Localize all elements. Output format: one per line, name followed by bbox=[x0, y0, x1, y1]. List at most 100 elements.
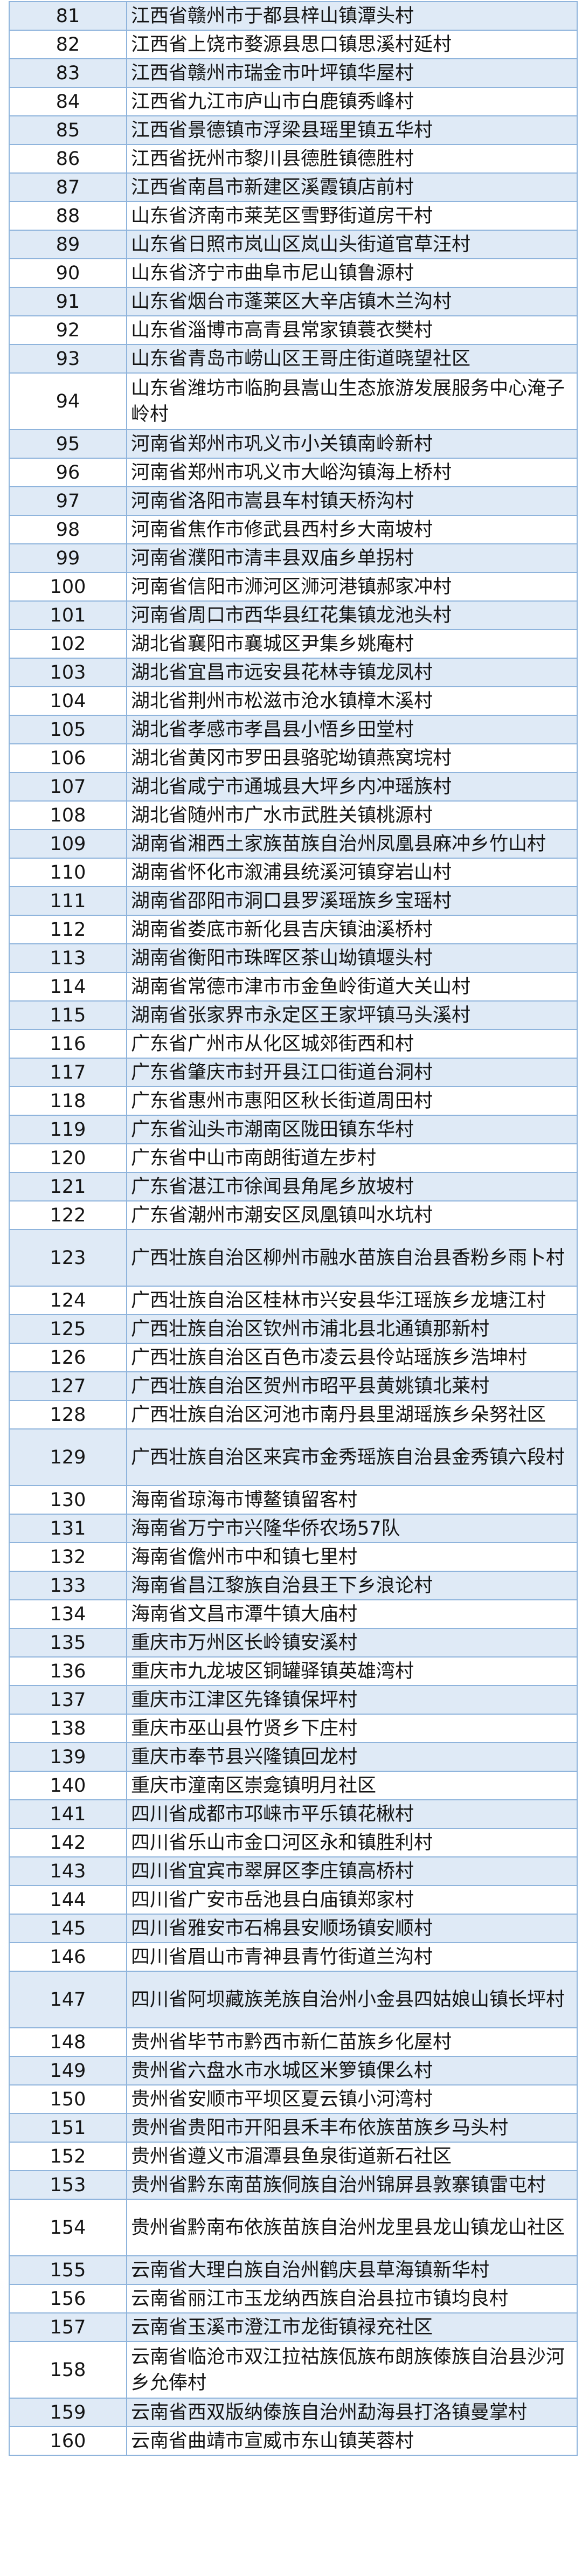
village-name: 重庆市江津区先锋镇保坪村 bbox=[126, 1685, 578, 1715]
row-number: 94 bbox=[9, 372, 127, 430]
row-number: 143 bbox=[9, 1856, 127, 1886]
village-name: 广西壮族自治区河池市南丹县里湖瑶族乡朵努社区 bbox=[126, 1400, 578, 1429]
table-row: 132 海南省儋州市中和镇七里村 bbox=[9, 1542, 578, 1572]
table-row: 106 湖北省黄冈市罗田县骆驼坳镇燕窝垸村 bbox=[9, 743, 578, 773]
row-number: 108 bbox=[9, 800, 127, 830]
row-number: 91 bbox=[9, 287, 127, 316]
village-name: 广东省汕头市潮南区陇田镇东华村 bbox=[126, 1115, 578, 1144]
row-number: 110 bbox=[9, 858, 127, 887]
village-name: 四川省乐山市金口河区永和镇胜利村 bbox=[126, 1828, 578, 1857]
village-list-body: 81 江西省赣州市于都县梓山镇潭头村 82 江西省上饶市婺源县思口镇思溪村延村 83 江西… bbox=[9, 1, 578, 2456]
table-row: 127 广西壮族自治区贺州市昭平县黄姚镇北莱村 bbox=[9, 1371, 578, 1401]
table-row: 97 河南省洛阳市嵩县车村镇天桥沟村 bbox=[9, 486, 578, 516]
village-name: 河南省焦作市修武县西村乡大南坡村 bbox=[126, 515, 578, 544]
table-row: 105 湖北省孝感市孝昌县小悟乡田堂村 bbox=[9, 715, 578, 744]
row-number: 84 bbox=[9, 87, 127, 116]
table-row: 125 广西壮族自治区钦州市浦北县北通镇那新村 bbox=[9, 1314, 578, 1344]
row-number: 160 bbox=[9, 2426, 127, 2456]
village-name: 江西省抚州市黎川县德胜镇德胜村 bbox=[126, 144, 578, 174]
table-row: 144 四川省广安市岳池县白庙镇郑家村 bbox=[9, 1885, 578, 1915]
row-number: 157 bbox=[9, 2312, 127, 2342]
row-number: 85 bbox=[9, 115, 127, 145]
row-number: 140 bbox=[9, 1771, 127, 1800]
village-name: 海南省昌江黎族自治县王下乡浪论村 bbox=[126, 1571, 578, 1600]
table-row: 96 河南省郑州市巩义市大峪沟镇海上桥村 bbox=[9, 458, 578, 487]
row-number: 124 bbox=[9, 1286, 127, 1315]
table-row: 137 重庆市江津区先锋镇保坪村 bbox=[9, 1685, 578, 1715]
village-name: 四川省雅安市石棉县安顺场镇安顺村 bbox=[126, 1914, 578, 1943]
table-row: 82 江西省上饶市婺源县思口镇思溪村延村 bbox=[9, 30, 578, 59]
village-name: 贵州省黔东南苗族侗族自治州锦屏县敦寨镇雷屯村 bbox=[126, 2170, 578, 2200]
village-name: 贵州省安顺市平坝区夏云镇小河湾村 bbox=[126, 2084, 578, 2114]
village-name: 江西省景德镇市浮梁县瑶里镇五华村 bbox=[126, 115, 578, 145]
table-row: 160 云南省曲靖市宣威市东山镇芙蓉村 bbox=[9, 2426, 578, 2456]
village-name: 云南省西双版纳傣族自治州勐海县打洛镇曼掌村 bbox=[126, 2398, 578, 2427]
village-name: 山东省济宁市曲阜市尼山镇鲁源村 bbox=[126, 258, 578, 288]
row-number: 136 bbox=[9, 1656, 127, 1686]
row-number: 95 bbox=[9, 429, 127, 459]
village-name: 湖北省咸宁市通城县大坪乡内冲瑶族村 bbox=[126, 772, 578, 802]
row-number: 121 bbox=[9, 1172, 127, 1201]
village-name: 湖南省邵阳市洞口县罗溪瑶族乡宝瑶村 bbox=[126, 886, 578, 916]
village-name: 山东省淄博市高青县常家镇蓑衣樊村 bbox=[126, 315, 578, 345]
row-number: 118 bbox=[9, 1086, 127, 1116]
village-name: 江西省南昌市新建区溪霞镇店前村 bbox=[126, 172, 578, 202]
row-number: 97 bbox=[9, 486, 127, 516]
row-number: 151 bbox=[9, 2113, 127, 2143]
village-name: 江西省九江市庐山市白鹿镇秀峰村 bbox=[126, 87, 578, 116]
village-name: 湖南省衡阳市珠晖区茶山坳镇堰头村 bbox=[126, 943, 578, 973]
table-row: 93 山东省青岛市崂山区王哥庄街道晓望社区 bbox=[9, 344, 578, 374]
village-name: 重庆市潼南区崇龛镇明月社区 bbox=[126, 1771, 578, 1800]
village-name: 广东省惠州市惠阳区秋长街道周田村 bbox=[126, 1086, 578, 1116]
table-row: 120 广东省中山市南朗街道左步村 bbox=[9, 1143, 578, 1173]
row-number: 82 bbox=[9, 30, 127, 59]
row-number: 153 bbox=[9, 2170, 127, 2200]
row-number: 127 bbox=[9, 1371, 127, 1401]
village-name: 广东省广州市从化区城郊街西和村 bbox=[126, 1029, 578, 1059]
row-number: 109 bbox=[9, 829, 127, 859]
village-name: 河南省濮阳市清丰县双庙乡单拐村 bbox=[126, 543, 578, 573]
row-number: 113 bbox=[9, 943, 127, 973]
table-row: 131 海南省万宁市兴隆华侨农场57队 bbox=[9, 1514, 578, 1543]
table-row: 141 四川省成都市邛崃市平乐镇花楸村 bbox=[9, 1799, 578, 1829]
table-row: 128 广西壮族自治区河池市南丹县里湖瑶族乡朵努社区 bbox=[9, 1400, 578, 1429]
table-row: 155 云南省大理白族自治州鹤庆县草海镇新华村 bbox=[9, 2255, 578, 2285]
row-number: 142 bbox=[9, 1828, 127, 1857]
village-name: 湖北省孝感市孝昌县小悟乡田堂村 bbox=[126, 715, 578, 744]
row-number: 144 bbox=[9, 1885, 127, 1915]
row-number: 152 bbox=[9, 2142, 127, 2171]
village-name: 四川省成都市邛崃市平乐镇花楸村 bbox=[126, 1799, 578, 1829]
table-row: 110 湖南省怀化市溆浦县统溪河镇穿岩山村 bbox=[9, 858, 578, 887]
village-name: 重庆市九龙坡区铜罐驿镇英雄湾村 bbox=[126, 1656, 578, 1686]
village-name: 重庆市巫山县竹贤乡下庄村 bbox=[126, 1714, 578, 1743]
row-number: 105 bbox=[9, 715, 127, 744]
row-number: 141 bbox=[9, 1799, 127, 1829]
table-row: 133 海南省昌江黎族自治县王下乡浪论村 bbox=[9, 1571, 578, 1600]
village-name: 湖南省张家界市永定区王家坪镇马头溪村 bbox=[126, 1000, 578, 1030]
row-number: 159 bbox=[9, 2398, 127, 2427]
row-number: 107 bbox=[9, 772, 127, 802]
table-row: 149 贵州省六盘水市水城区米箩镇倮么村 bbox=[9, 2056, 578, 2085]
row-number: 100 bbox=[9, 572, 127, 602]
table-row: 138 重庆市巫山县竹贤乡下庄村 bbox=[9, 1714, 578, 1743]
village-name: 山东省日照市岚山区岚山头街道官草汪村 bbox=[126, 230, 578, 259]
table-row: 113 湖南省衡阳市珠晖区茶山坳镇堰头村 bbox=[9, 943, 578, 973]
village-name: 海南省儋州市中和镇七里村 bbox=[126, 1542, 578, 1572]
table-row: 124 广西壮族自治区桂林市兴安县华江瑶族乡龙塘江村 bbox=[9, 1286, 578, 1315]
row-number: 122 bbox=[9, 1200, 127, 1230]
row-number: 89 bbox=[9, 230, 127, 259]
table-row: 107 湖北省咸宁市通城县大坪乡内冲瑶族村 bbox=[9, 772, 578, 802]
village-name: 云南省临沧市双江拉祜族佤族布朗族傣族自治县沙河乡允俸村 bbox=[126, 2341, 578, 2399]
village-name: 湖北省宜昌市远安县花林寺镇龙凤村 bbox=[126, 658, 578, 687]
row-number: 117 bbox=[9, 1058, 127, 1087]
table-row: 85 江西省景德镇市浮梁县瑶里镇五华村 bbox=[9, 115, 578, 145]
table-row: 126 广西壮族自治区百色市凌云县伶站瑶族乡浩坤村 bbox=[9, 1343, 578, 1372]
row-number: 98 bbox=[9, 515, 127, 544]
table-row: 154 贵州省黔南布依族苗族自治州龙里县龙山镇龙山社区 bbox=[9, 2199, 578, 2256]
table-row: 152 贵州省遵义市湄潭县鱼泉街道新石社区 bbox=[9, 2142, 578, 2171]
village-name: 广东省中山市南朗街道左步村 bbox=[126, 1143, 578, 1173]
village-name: 山东省潍坊市临朐县嵩山生态旅游发展服务中心淹子岭村 bbox=[126, 372, 578, 430]
table-row: 89 山东省日照市岚山区岚山头街道官草汪村 bbox=[9, 230, 578, 259]
village-name: 重庆市万州区长岭镇安溪村 bbox=[126, 1628, 578, 1658]
row-number: 119 bbox=[9, 1115, 127, 1144]
